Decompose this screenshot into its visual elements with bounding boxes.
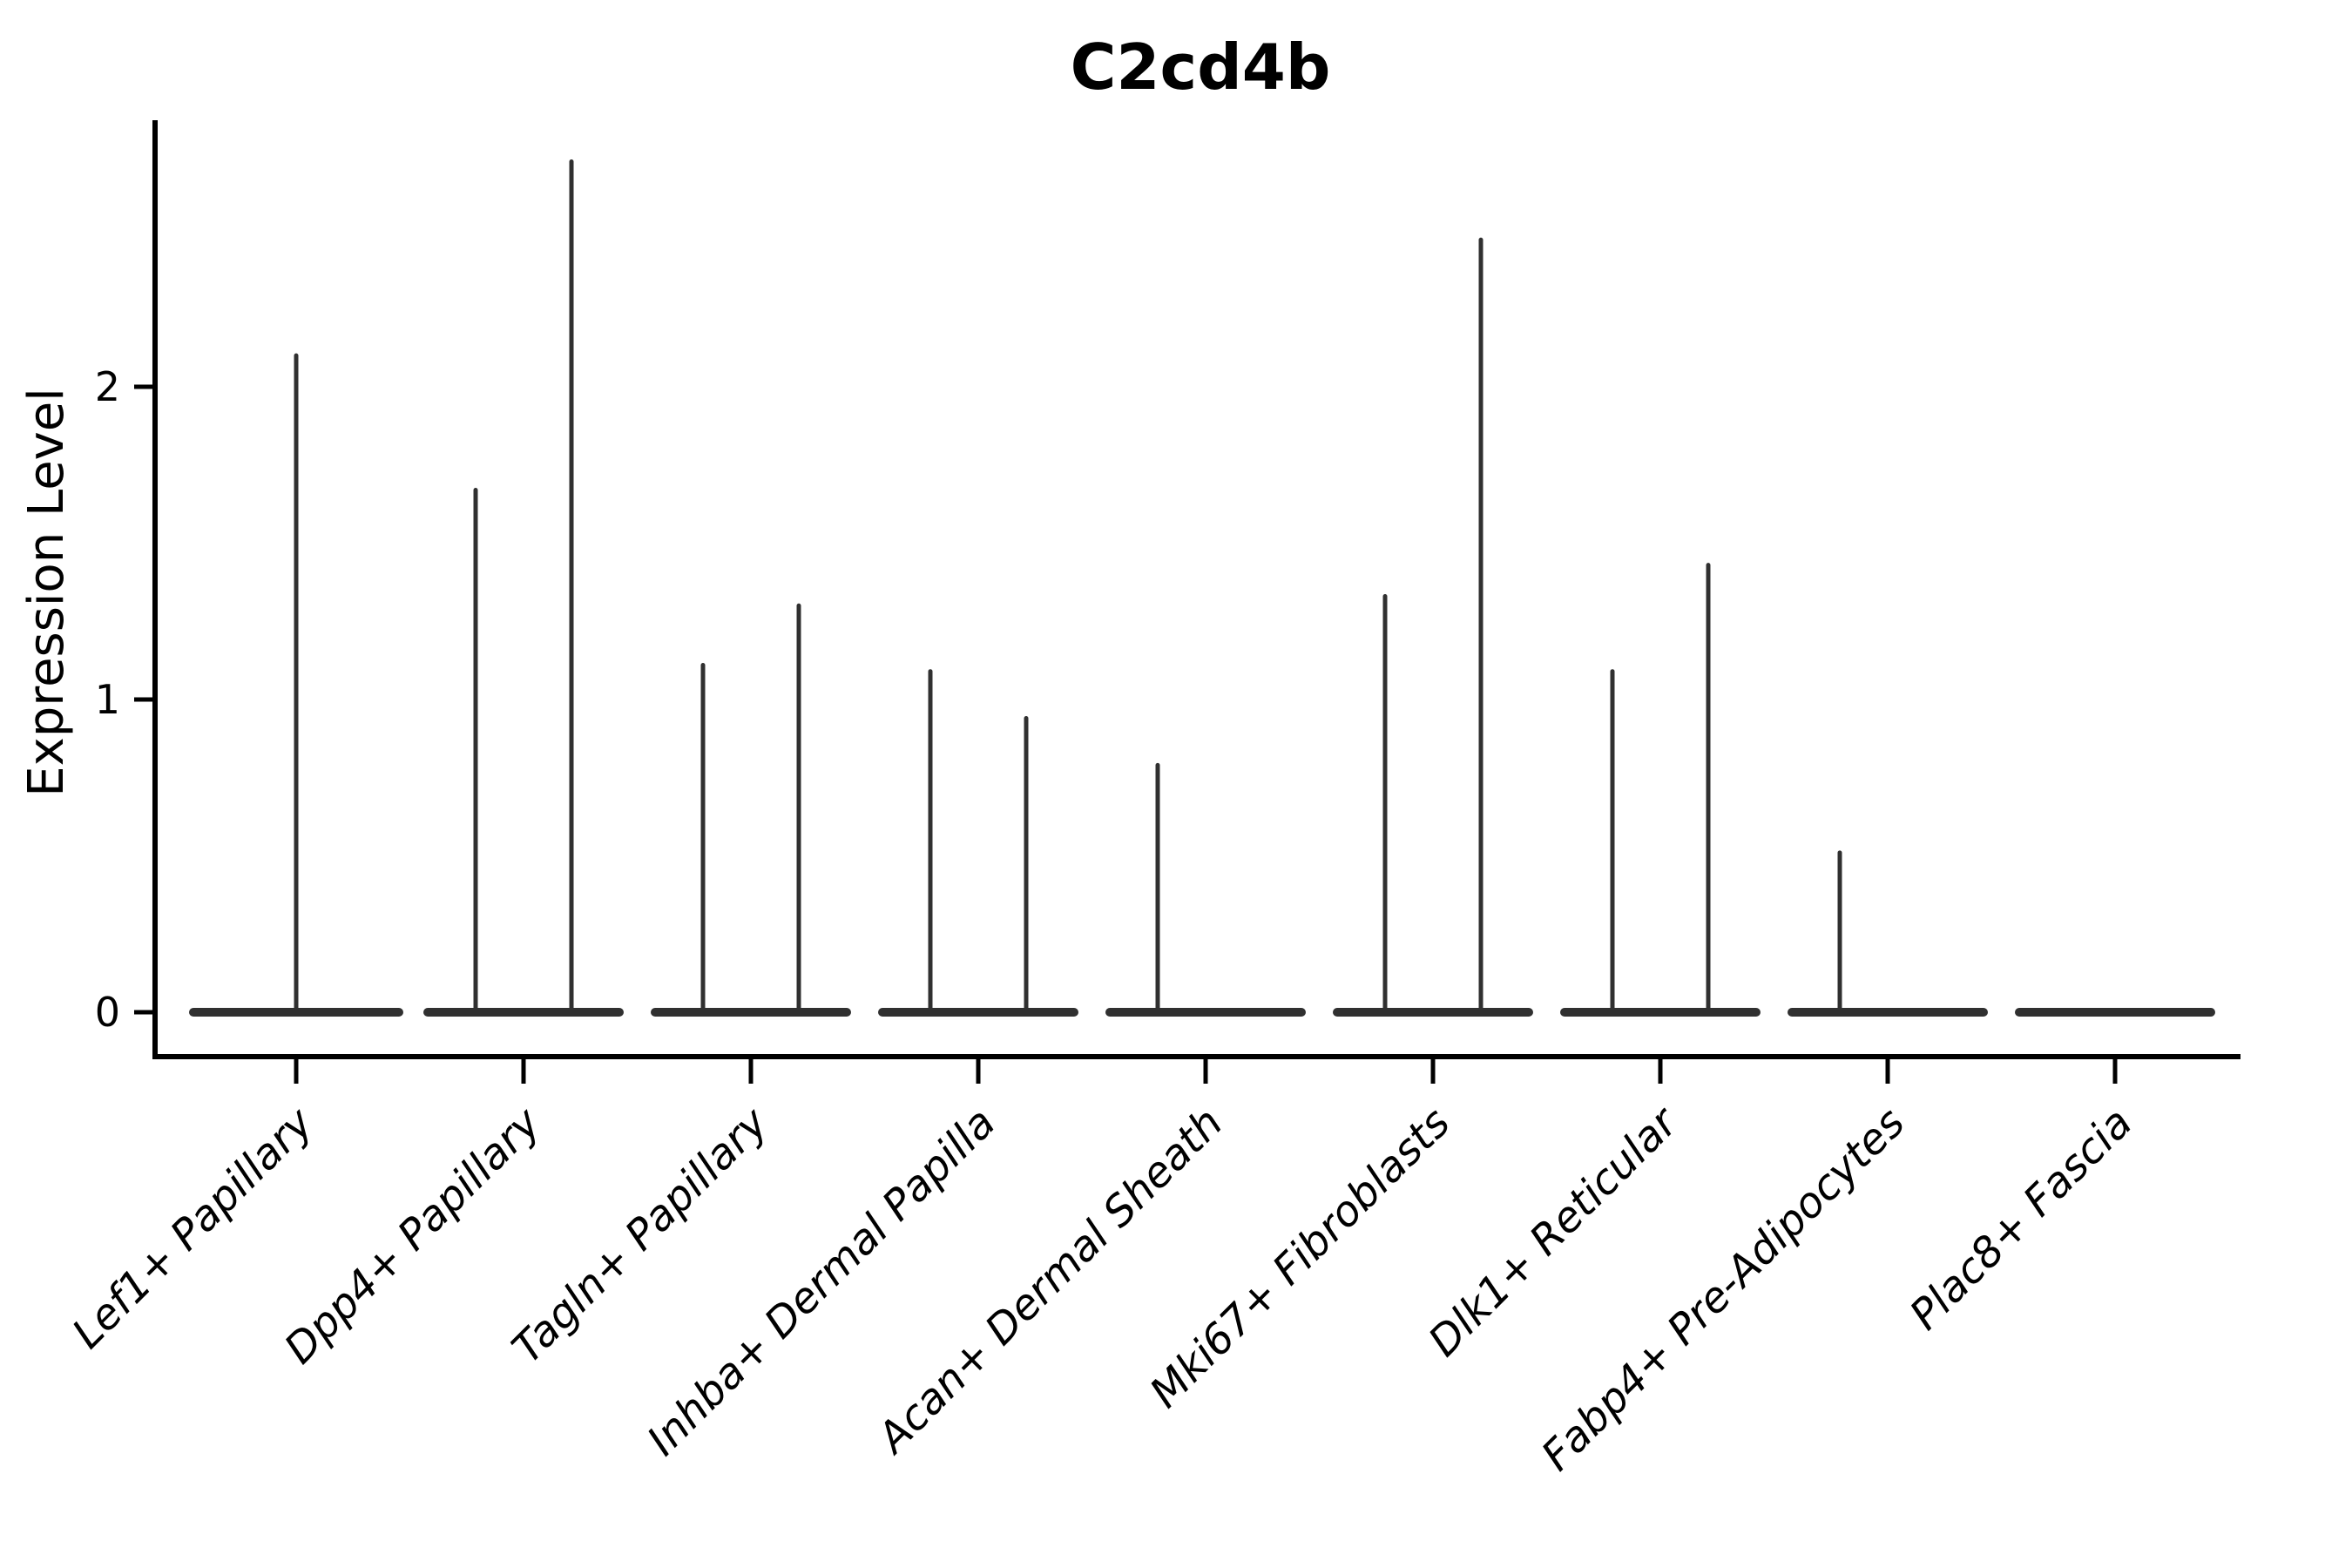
y-tick-label: 0 [95,989,120,1036]
x-category-label: Fabp4+ Pre-Adipocytes [1532,1098,1915,1481]
y-tick-labels: 0 1 2 [95,363,120,1036]
chart-title: C2cd4b [1071,30,1331,104]
x-category-label: Dlk1+ Reticular [1419,1097,1689,1367]
y-axis-label: Expression Level [18,388,75,797]
x-category-label: Plac8+ Fascia [1901,1098,2142,1340]
x-category-label: Lef1+ Papillary [63,1098,323,1358]
y-tick-label: 2 [95,363,120,410]
y-tick-label: 1 [95,676,120,723]
violins-layer [189,159,2215,1017]
axes [134,120,2240,1084]
